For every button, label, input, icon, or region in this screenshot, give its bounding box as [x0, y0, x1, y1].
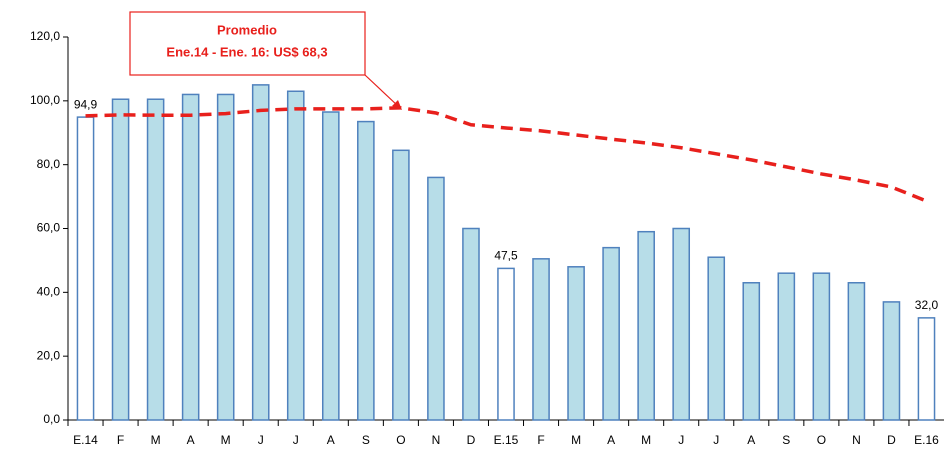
x-tick-label: S	[782, 433, 790, 447]
x-tick-label: F	[117, 433, 124, 447]
y-tick-label: 0,0	[43, 412, 60, 426]
bar	[532, 258, 550, 421]
arrow-head	[392, 100, 402, 110]
x-tick-label: A	[187, 433, 195, 447]
x-tick-label: M	[221, 433, 231, 447]
bar	[251, 84, 270, 421]
bar	[672, 227, 691, 421]
bar	[216, 93, 235, 421]
bar	[462, 227, 480, 421]
x-tick-label: F	[537, 433, 544, 447]
bar	[637, 230, 655, 421]
x-tick-label: M	[571, 433, 581, 447]
y-tick-label: 40,0	[37, 285, 61, 299]
x-tick-label: J	[713, 433, 719, 447]
bar	[917, 317, 936, 421]
x-tick-label: N	[432, 433, 441, 447]
bar	[146, 98, 165, 421]
bar	[707, 256, 726, 421]
x-tick-label: J	[678, 433, 684, 447]
y-tick-label: 120,0	[30, 29, 60, 43]
bar	[812, 272, 831, 421]
x-tick-label: M	[151, 433, 161, 447]
average-line	[85, 106, 928, 203]
x-tick-label: J	[258, 433, 264, 447]
x-tick-label: S	[362, 433, 370, 447]
bar	[567, 266, 585, 421]
annotation-arrow	[364, 74, 399, 107]
value-label: 47,5	[494, 249, 518, 263]
x-tick-label: D	[887, 433, 896, 447]
bar	[286, 90, 305, 421]
x-tick-label: E.16	[914, 433, 939, 447]
y-tick-label: 60,0	[37, 221, 61, 235]
x-tick-label: M	[641, 433, 651, 447]
bar	[321, 111, 340, 421]
x-tick-label: D	[467, 433, 476, 447]
bar	[742, 282, 761, 421]
y-tick-label: 100,0	[30, 93, 60, 107]
bar	[76, 116, 95, 421]
x-tick-label: J	[293, 433, 299, 447]
bar	[777, 272, 796, 421]
x-tick-label: O	[817, 433, 826, 447]
bar	[882, 301, 901, 421]
bar	[392, 149, 410, 421]
bar	[111, 98, 130, 421]
bar	[497, 267, 515, 421]
y-tick-label: 80,0	[37, 157, 61, 171]
x-tick-label: A	[327, 433, 335, 447]
x-tick-label: A	[607, 433, 615, 447]
bar	[602, 246, 620, 421]
bar	[181, 93, 200, 421]
annotation-text: Ene.14 - Ene. 16: US$ 68,3	[166, 44, 327, 59]
annotation-title: Promedio	[217, 22, 277, 37]
bar	[427, 176, 445, 421]
y-tick-label: 20,0	[37, 348, 61, 362]
x-tick-label: E.14	[73, 433, 98, 447]
value-label: 32,0	[915, 298, 939, 312]
x-tick-label: O	[396, 433, 405, 447]
bar	[847, 282, 866, 421]
value-label: 94,9	[74, 97, 98, 111]
bar	[357, 120, 375, 421]
x-tick-label: N	[852, 433, 861, 447]
x-tick-label: A	[747, 433, 755, 447]
x-tick-label: E.15	[494, 433, 519, 447]
annotation-box	[129, 11, 366, 76]
